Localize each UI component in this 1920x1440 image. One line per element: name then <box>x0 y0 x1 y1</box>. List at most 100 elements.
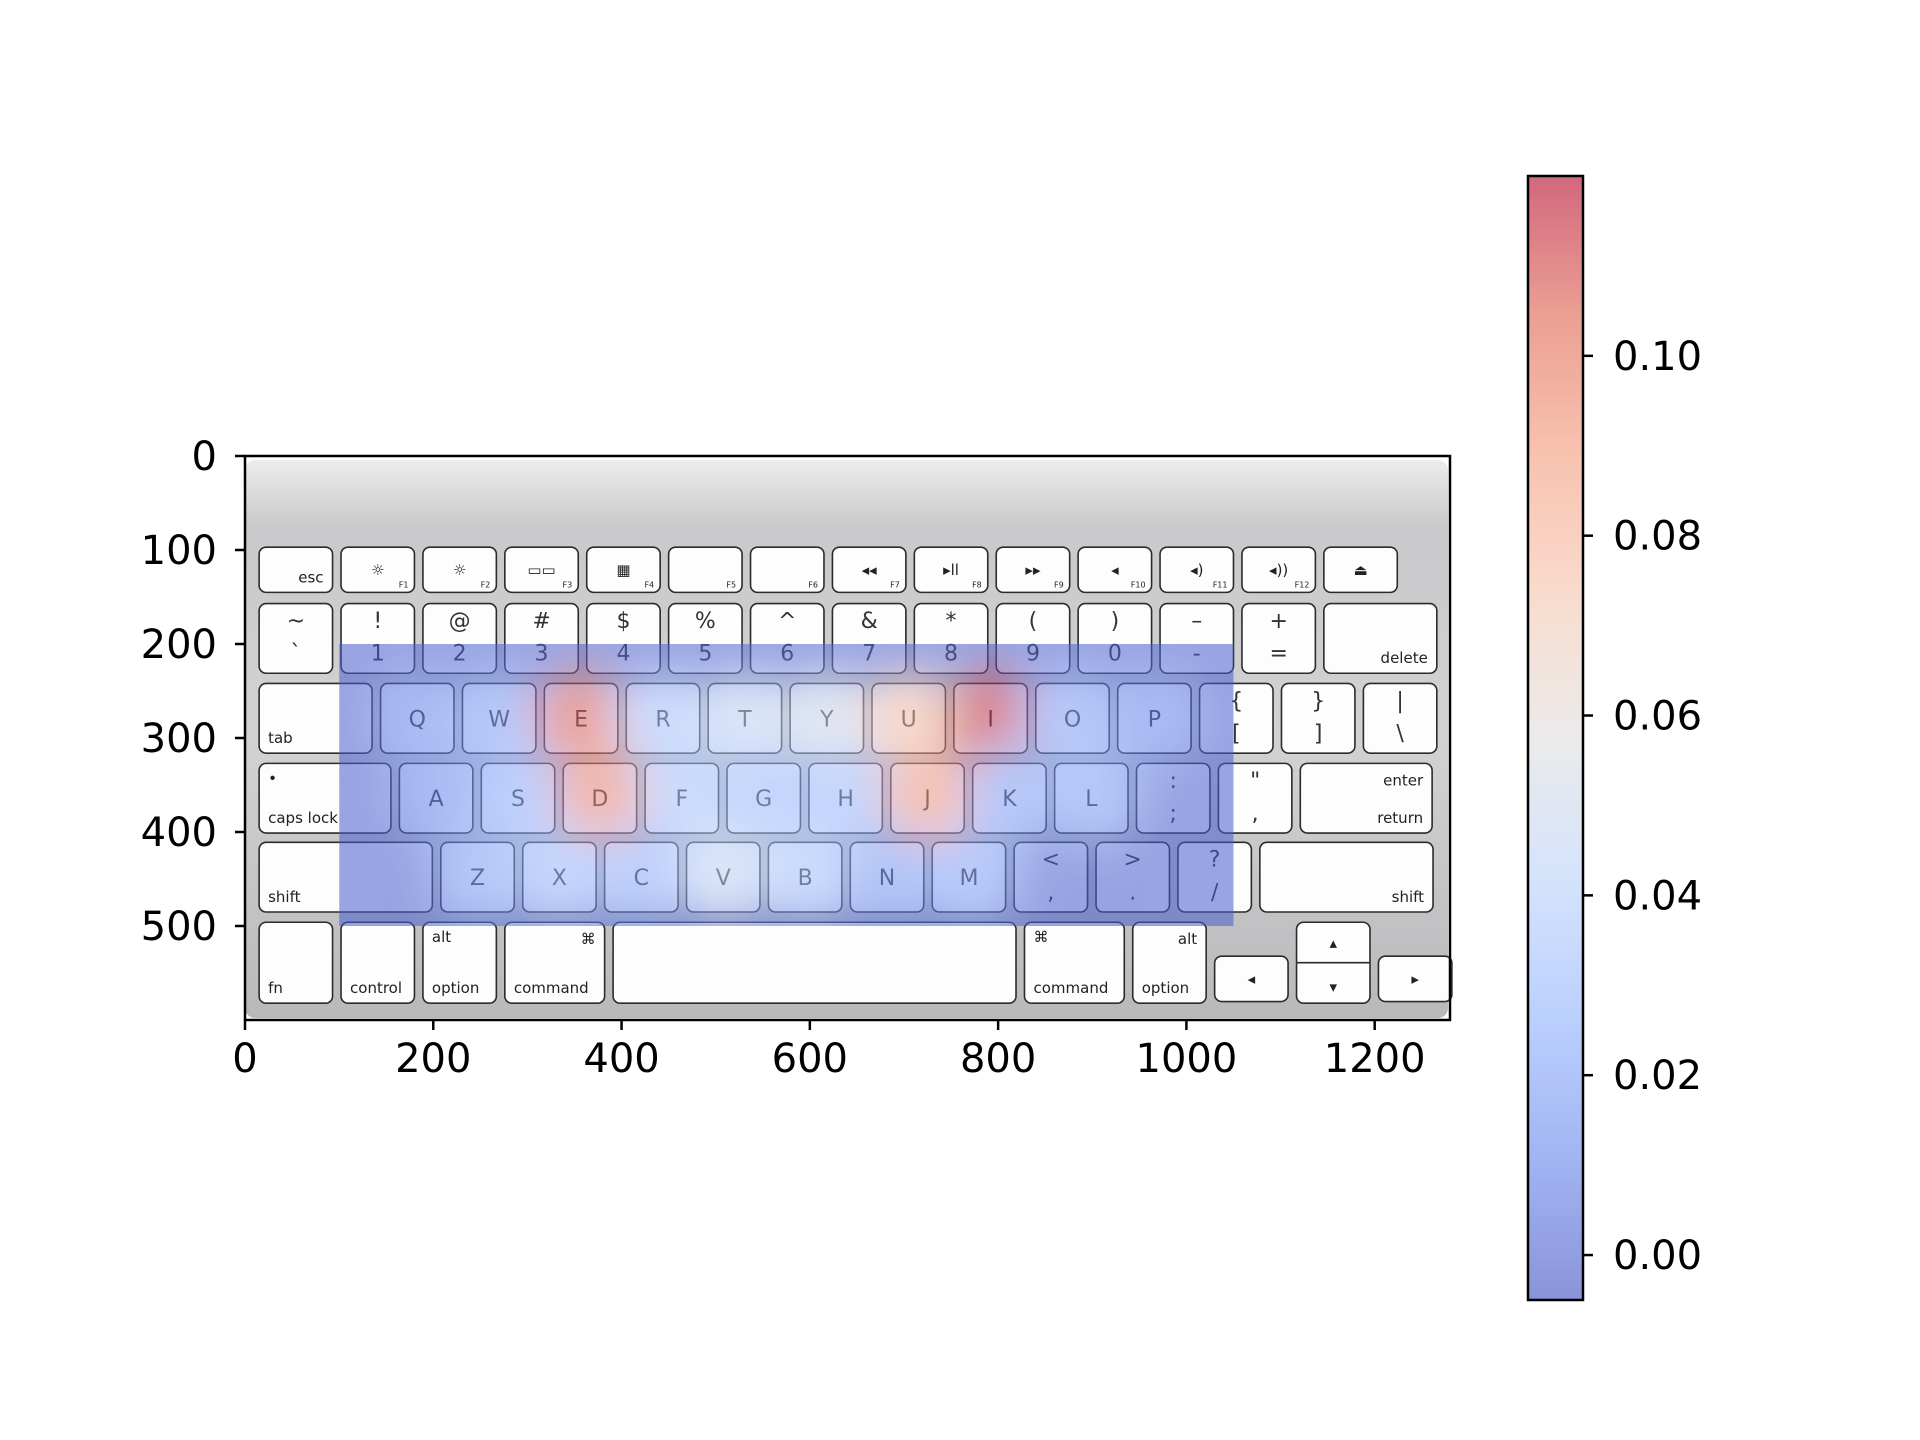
keyboard-key: ◂)) F12 <box>1241 546 1317 594</box>
heat-key-v <box>678 827 775 924</box>
key-label: ◂◂ <box>862 561 878 579</box>
x-tick-label: 200 <box>395 1036 471 1082</box>
key-sub-label: F2 <box>481 580 491 589</box>
key-sub-label: F9 <box>1054 580 1064 589</box>
keyboard-key: option alt <box>1131 921 1207 1005</box>
key-label-bottom: ] <box>1314 722 1323 747</box>
key-label-top: ) <box>1111 609 1120 634</box>
key-label-top: & <box>861 609 878 634</box>
colorbar-tick-label: 0.02 <box>1613 1053 1702 1099</box>
key-label-top: " <box>1250 769 1260 794</box>
key-label-top: | <box>1396 689 1403 714</box>
keyboard-key <box>612 921 1017 1005</box>
colorbar-ticks: 0.00 0.02 0.04 0.06 0.08 0.10 <box>1583 334 1702 1279</box>
key-label-top: + <box>1269 609 1287 634</box>
key-label-top-left: • <box>268 769 277 787</box>
key-label-bottom: , <box>1252 802 1259 827</box>
heat-key-k <box>964 748 1061 845</box>
colorbar-tick-label: 0.08 <box>1613 514 1702 560</box>
key-label: ▦ <box>616 561 630 579</box>
keyboard-key: option alt <box>422 921 498 1005</box>
keyboard-key: command ⌘ <box>1023 921 1126 1005</box>
heat-key-j <box>882 748 979 845</box>
key-sub-label: F4 <box>644 580 654 589</box>
keyboard-key: ◂ F10 <box>1077 546 1153 594</box>
colorbar-scale <box>1528 176 1583 1300</box>
key-label-bottom: \ <box>1396 722 1404 747</box>
x-tick-label: 1200 <box>1324 1036 1426 1082</box>
keyboard-key: ▸▸ F9 <box>995 546 1071 594</box>
heat-key-s <box>472 748 569 845</box>
key-label-bottom-left: control <box>350 979 402 997</box>
keyboard-key: }] <box>1280 682 1356 754</box>
key-label-top-right: alt <box>1178 930 1197 948</box>
key-label-bottom-left: fn <box>268 979 283 997</box>
heat-key-a <box>390 748 487 845</box>
keyboard-key: ⏏ <box>1323 546 1399 594</box>
key-label-bottom: [ <box>1232 722 1241 747</box>
key-sub-label: F8 <box>972 580 982 589</box>
heat-key-u <box>860 669 957 766</box>
keyboard-key: ☼ F1 <box>340 546 416 594</box>
colorbar-tick-label: 0.00 <box>1613 1233 1702 1279</box>
key-label: ▭▭ <box>527 561 555 579</box>
keyboard-key: |\ <box>1362 682 1438 754</box>
heat-key-c <box>596 827 693 924</box>
heat-key-q <box>369 669 466 766</box>
key-label-bottom-right: shift <box>1392 888 1425 906</box>
key-label-bottom-left: shift <box>268 888 301 906</box>
key-label: ◂ <box>1248 970 1256 988</box>
keyboard-key: control <box>340 921 416 1005</box>
y-tick-label: 300 <box>141 716 217 762</box>
key-label: ▸ <box>1411 970 1419 988</box>
key-label: ▸ll <box>943 561 959 579</box>
key-label-bottom-left: tab <box>268 729 293 747</box>
keyboard-key: ▦ F4 <box>585 546 661 594</box>
key-label: ☼ <box>453 561 466 579</box>
key-label-top-left: alt <box>432 928 451 946</box>
key-label-top: * <box>946 609 957 634</box>
key-label-bottom-left: caps lock <box>268 809 338 827</box>
keyboard-key: ☼ F2 <box>422 546 498 594</box>
keyboard-key: ", <box>1217 762 1293 834</box>
key-sub-label: F7 <box>890 580 900 589</box>
key-glyph: ▴ <box>1330 934 1338 952</box>
key-label: ⏏ <box>1353 561 1367 579</box>
keyboard-key: ▭▭ F3 <box>504 546 580 594</box>
key-label-top: # <box>532 609 550 634</box>
key-label: ◂)) <box>1269 561 1288 579</box>
key-label-top-left: ⌘ <box>1033 928 1048 946</box>
colorbar-tick-label: 0.04 <box>1613 873 1702 919</box>
key-label-top: ^ <box>778 609 796 634</box>
heat-key-l <box>1046 748 1143 845</box>
keyboard-key: ~` <box>258 602 334 675</box>
x-tick-label: 800 <box>960 1036 1036 1082</box>
key-sub-label: F1 <box>399 580 409 589</box>
colorbar-frame <box>1526 174 1585 1302</box>
x-tick-label: 0 <box>232 1036 257 1082</box>
key-label-bottom-left: option <box>1142 979 1189 997</box>
heat-key-y <box>778 669 875 766</box>
x-tick-label: 1000 <box>1136 1036 1238 1082</box>
keyboard-key: esc <box>258 546 334 594</box>
heat-key-d <box>554 748 651 845</box>
key-sub-label: F11 <box>1213 580 1228 589</box>
heat-key-n <box>841 827 938 924</box>
key-label-top: @ <box>449 609 471 634</box>
keyboard-key: ◂ <box>1213 955 1289 1003</box>
y-tick-label: 100 <box>141 528 217 574</box>
heat-key-z <box>432 827 529 924</box>
key-label-top: ( <box>1029 609 1038 634</box>
y-tick-label: 400 <box>141 810 217 856</box>
key-label: ☼ <box>371 561 384 579</box>
key-label-bottom-left: command <box>1033 979 1108 997</box>
key-label-top-right: ⌘ <box>581 930 596 948</box>
keyboard-key: fn <box>258 921 334 1005</box>
y-tick-label: 500 <box>141 904 217 950</box>
heatmap-overlay <box>339 644 1234 926</box>
heat-key-g <box>718 748 815 845</box>
keyboard-key: command ⌘ <box>504 921 606 1005</box>
heat-key-p <box>1106 669 1203 766</box>
key-label-bottom-right: return <box>1377 809 1423 827</box>
heat-key-m <box>923 827 1020 924</box>
